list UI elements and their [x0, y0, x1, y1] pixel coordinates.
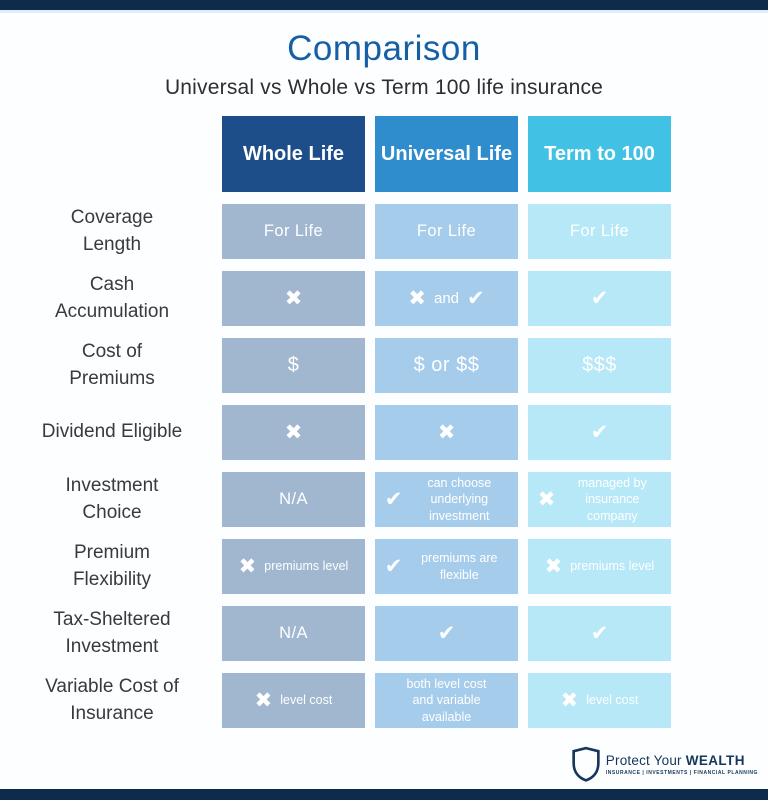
- table-cell: ✖ premiums level: [222, 539, 365, 594]
- table-cell: ✖: [375, 405, 518, 460]
- x-icon: ✖: [284, 286, 303, 310]
- cell-text: $$$: [582, 354, 617, 376]
- table-cell: ✖ level cost: [222, 673, 365, 728]
- table-cell: $: [222, 338, 365, 393]
- bottom-accent-bar: [0, 789, 768, 800]
- cell-text: can choose underlying investment: [427, 476, 492, 523]
- table-cell: For Life: [222, 204, 365, 259]
- check-icon: ✔: [590, 286, 609, 310]
- page-title: Comparison: [287, 29, 481, 68]
- x-icon: ✖: [408, 286, 426, 310]
- cell-text: managed by insurance company: [577, 476, 647, 523]
- check-icon: ✔: [384, 554, 403, 578]
- table-cell: ✔ premiums are flexible: [375, 539, 518, 594]
- table-cell: ✔: [375, 606, 518, 661]
- check-icon: ✔: [467, 286, 485, 310]
- cell-text: For Life: [416, 222, 477, 240]
- table-cell: For Life: [528, 204, 671, 259]
- column-header-term-to-100: Term to 100: [528, 116, 671, 192]
- check-icon: ✔: [590, 420, 609, 444]
- x-icon: ✖: [537, 487, 556, 511]
- cell-text: N/A: [279, 490, 308, 508]
- cell-text: and: [433, 290, 460, 307]
- check-icon: ✔: [384, 487, 403, 511]
- x-icon: ✖: [437, 420, 456, 444]
- table-cell: ✖ level cost: [528, 673, 671, 728]
- cell-text: N/A: [279, 624, 308, 642]
- table-cell: For Life: [375, 204, 518, 259]
- column-header-universal-life: Universal Life: [375, 116, 518, 192]
- check-icon: ✔: [437, 621, 456, 645]
- cell-text: level cost: [586, 693, 639, 708]
- table-cell: both level cost and variable available: [375, 673, 518, 728]
- comparison-table: Whole Life Universal Life Term to 100 Co…: [0, 116, 681, 728]
- table-cell: ✔ can choose underlying investment: [375, 472, 518, 527]
- row-label-2: Cost of Premiums: [69, 340, 155, 389]
- cell-text: For Life: [263, 222, 324, 240]
- table-cell: ✖ managed by insurance company: [528, 472, 671, 527]
- cell-text: premiums are flexible: [421, 551, 498, 582]
- x-icon: ✖: [560, 688, 579, 712]
- cell-text: $ or $$: [413, 354, 480, 376]
- top-accent-line: [0, 10, 768, 13]
- row-label-0: Coverage Length: [70, 206, 154, 255]
- logo-tagline: INSURANCE | INVESTMENTS | FINANCIAL PLAN…: [605, 769, 758, 776]
- column-header-whole-life: Whole Life: [222, 116, 365, 192]
- table-cell: ✖: [222, 271, 365, 326]
- table-cell: ✖ and ✔: [375, 271, 518, 326]
- x-icon: ✖: [284, 420, 303, 444]
- cell-text: level cost: [280, 693, 333, 708]
- x-icon: ✖: [544, 554, 563, 578]
- cell-text: $: [287, 354, 300, 376]
- cell-text: For Life: [569, 222, 630, 240]
- row-label-4: Investment Choice: [65, 474, 159, 523]
- row-label-1: Cash Accumulation: [54, 273, 170, 322]
- check-icon: ✔: [590, 621, 609, 645]
- table-cell: $$$: [528, 338, 671, 393]
- table-cell: N/A: [222, 472, 365, 527]
- cell-text: both level cost and variable available: [406, 677, 487, 724]
- table-cell: ✖ premiums level: [528, 539, 671, 594]
- table-cell: ✔: [528, 271, 671, 326]
- logo-brand: Protect Your WEALTH: [605, 752, 745, 768]
- cell-text: premiums level: [570, 559, 655, 574]
- shield-icon: [572, 746, 600, 782]
- top-accent-bar: [0, 0, 768, 10]
- table-cell: ✖: [222, 405, 365, 460]
- table-cell: ✔: [528, 606, 671, 661]
- protect-your-wealth-logo: Protect Your WEALTH INSURANCE | INVESTME…: [571, 746, 758, 782]
- x-icon: ✖: [254, 688, 273, 712]
- table-cell: ✔: [528, 405, 671, 460]
- table-cell: N/A: [222, 606, 365, 661]
- table-cell: $ or $$: [375, 338, 518, 393]
- row-label-7: Variable Cost of Insurance: [45, 675, 179, 724]
- page-subtitle: Universal vs Whole vs Term 100 life insu…: [164, 76, 604, 99]
- row-label-6: Tax-Sheltered Investment: [53, 608, 171, 657]
- row-label-3: Dividend Eligible: [41, 421, 183, 443]
- cell-text: premiums level: [264, 559, 349, 574]
- x-icon: ✖: [238, 554, 257, 578]
- corner-cell: [0, 116, 212, 192]
- row-label-5: Premium Flexibility: [72, 541, 152, 590]
